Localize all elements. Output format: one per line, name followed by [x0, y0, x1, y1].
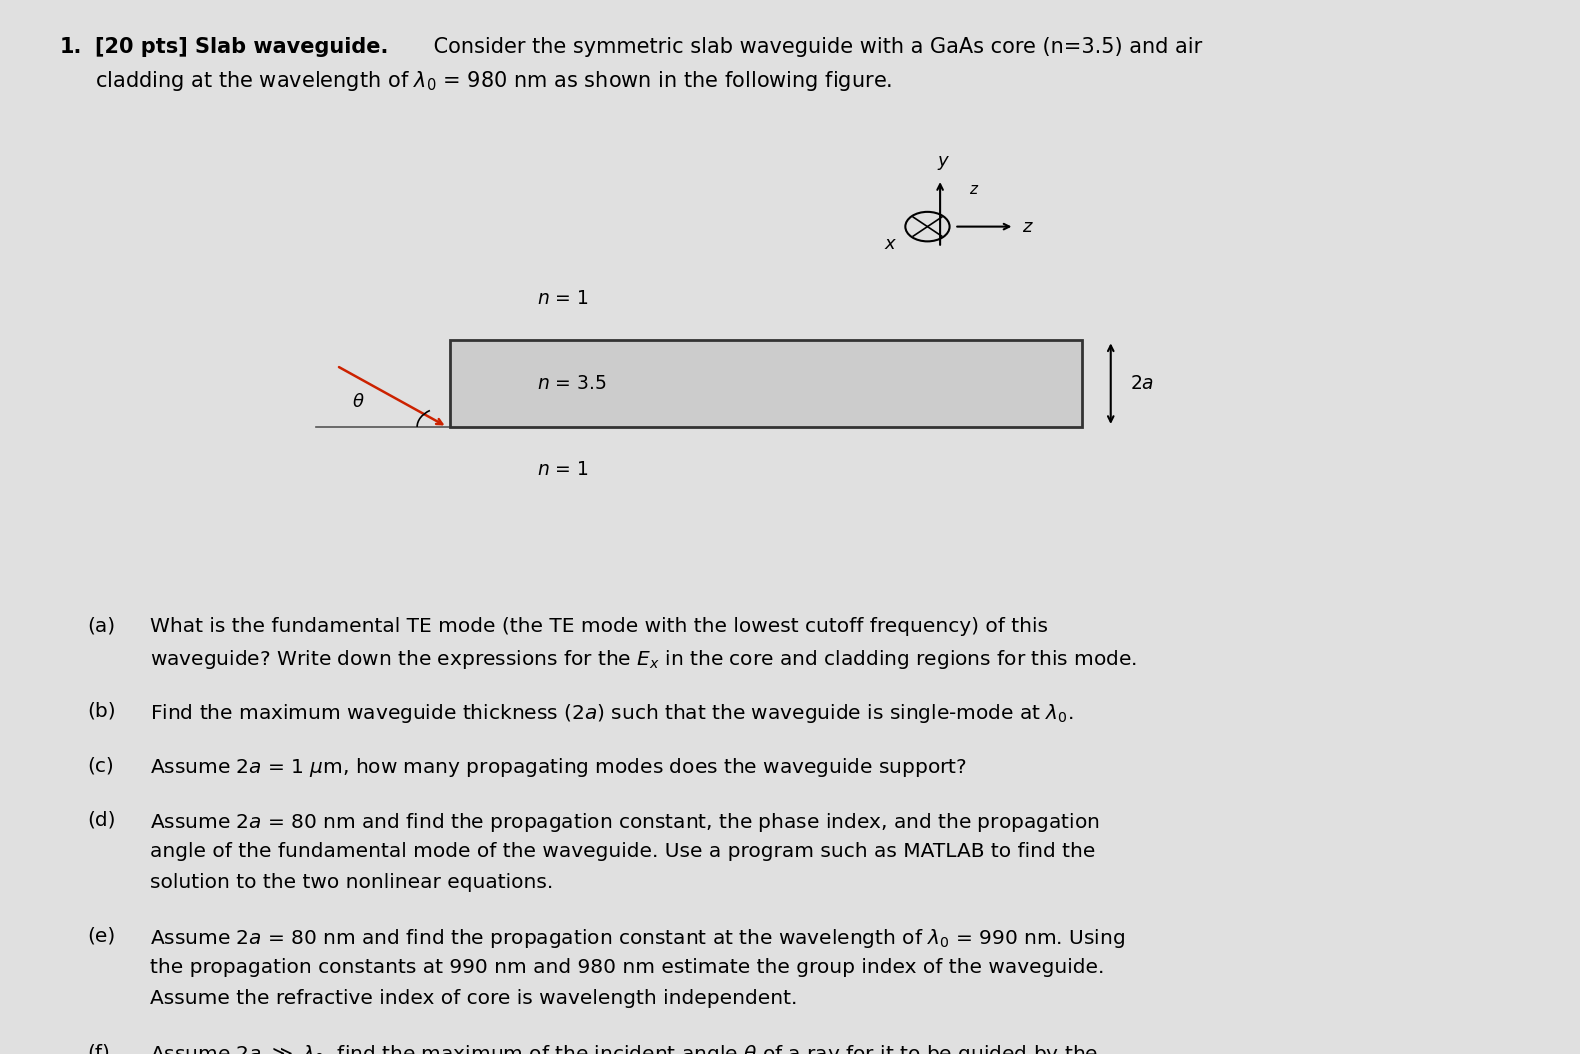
Text: Assume 2$a$ = 80 nm and find the propagation constant at the wavelength of $\lam: Assume 2$a$ = 80 nm and find the propaga…	[150, 928, 1125, 950]
Text: $n$ = 3.5: $n$ = 3.5	[537, 374, 607, 393]
Text: (d): (d)	[87, 811, 115, 829]
Text: waveguide? Write down the expressions for the $E_x$ in the core and cladding reg: waveguide? Write down the expressions fo…	[150, 647, 1138, 670]
Text: (c): (c)	[87, 757, 114, 776]
Text: 1.: 1.	[60, 37, 82, 57]
Text: $z$: $z$	[969, 182, 980, 197]
Text: $2a$: $2a$	[1130, 374, 1153, 393]
Text: Assume 2$a$ = 1 $\mu$m, how many propagating modes does the waveguide support?: Assume 2$a$ = 1 $\mu$m, how many propaga…	[150, 757, 967, 779]
Bar	[450, 340, 1082, 427]
Text: $x$: $x$	[885, 235, 897, 253]
Text: cladding at the wavelength of $\lambda_0$ = 980 nm as shown in the following fig: cladding at the wavelength of $\lambda_0…	[95, 69, 893, 93]
Text: Assume the refractive index of core is wavelength independent.: Assume the refractive index of core is w…	[150, 989, 798, 1009]
Text: Consider the symmetric slab waveguide with a GaAs core (n=3.5) and air: Consider the symmetric slab waveguide wi…	[427, 37, 1202, 57]
Text: Find the maximum waveguide thickness (2$a$) such that the waveguide is single-mo: Find the maximum waveguide thickness (2$…	[150, 702, 1073, 725]
Text: Assume 2$a$ $\gg$ $\lambda_0$, find the maximum of the incident angle $\theta$ o: Assume 2$a$ $\gg$ $\lambda_0$, find the …	[150, 1043, 1098, 1054]
Text: $y$: $y$	[937, 154, 950, 172]
Text: (a): (a)	[87, 617, 115, 636]
Text: Assume 2$a$ = 80 nm and find the propagation constant, the phase index, and the : Assume 2$a$ = 80 nm and find the propaga…	[150, 811, 1100, 834]
Text: [20 pts] Slab waveguide.: [20 pts] Slab waveguide.	[95, 37, 389, 57]
Text: angle of the fundamental mode of the waveguide. Use a program such as MATLAB to : angle of the fundamental mode of the wav…	[150, 841, 1095, 861]
Text: (e): (e)	[87, 928, 115, 946]
Text: the propagation constants at 990 nm and 980 nm estimate the group index of the w: the propagation constants at 990 nm and …	[150, 958, 1104, 977]
Text: $n$ = 1: $n$ = 1	[537, 460, 589, 479]
Text: (f): (f)	[87, 1043, 109, 1054]
Text: solution to the two nonlinear equations.: solution to the two nonlinear equations.	[150, 873, 553, 892]
Text: $\theta$: $\theta$	[352, 393, 365, 411]
Text: (b): (b)	[87, 702, 115, 721]
Text: $n$ = 1: $n$ = 1	[537, 289, 589, 308]
Text: What is the fundamental TE mode (the TE mode with the lowest cutoff frequency) o: What is the fundamental TE mode (the TE …	[150, 617, 1048, 636]
Text: $z$: $z$	[1022, 217, 1033, 236]
